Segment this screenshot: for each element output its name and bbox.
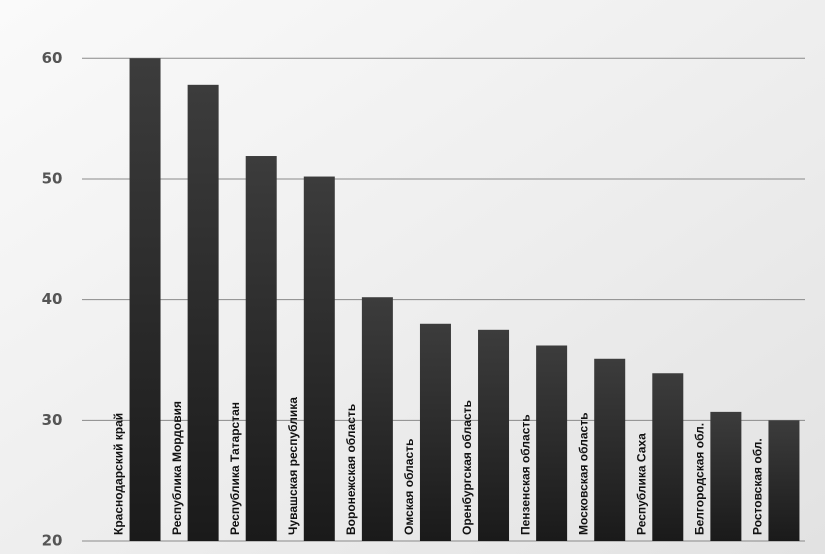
y-tick-label: 60	[42, 49, 63, 67]
x-tick-label: Воронежская область	[344, 404, 358, 535]
x-tick-label: Республика Татарстан	[228, 402, 242, 535]
y-tick-label: 30	[42, 411, 63, 429]
x-tick-label: Омская область	[402, 439, 416, 535]
x-tick-label: Республика Мордовия	[170, 401, 184, 535]
bar	[594, 358, 626, 541]
bar	[303, 176, 335, 542]
x-tick-label: Республика Саха	[634, 433, 648, 535]
x-tick-label: Белгородская обл.	[693, 423, 707, 535]
bar	[478, 329, 510, 541]
bar	[361, 297, 393, 541]
y-tick-label: 20	[42, 532, 63, 550]
x-tick-label: Краснодарский край	[112, 413, 126, 535]
bar	[129, 58, 161, 541]
bar	[710, 411, 742, 541]
bar	[536, 345, 568, 541]
x-tick-label: Чувашская республика	[286, 397, 300, 535]
y-tick-label: 40	[42, 290, 63, 308]
bar	[652, 373, 684, 541]
x-tick-label: Ростовская обл.	[751, 438, 765, 535]
x-tick-label: Оренбургская область	[460, 400, 474, 535]
x-tick-label: Пензенская область	[518, 414, 532, 535]
x-tick-label: Московская область	[576, 413, 590, 535]
bar	[768, 420, 800, 541]
bar	[187, 84, 219, 541]
bar	[245, 156, 277, 541]
bar	[419, 323, 451, 541]
y-tick-label: 50	[42, 169, 63, 187]
